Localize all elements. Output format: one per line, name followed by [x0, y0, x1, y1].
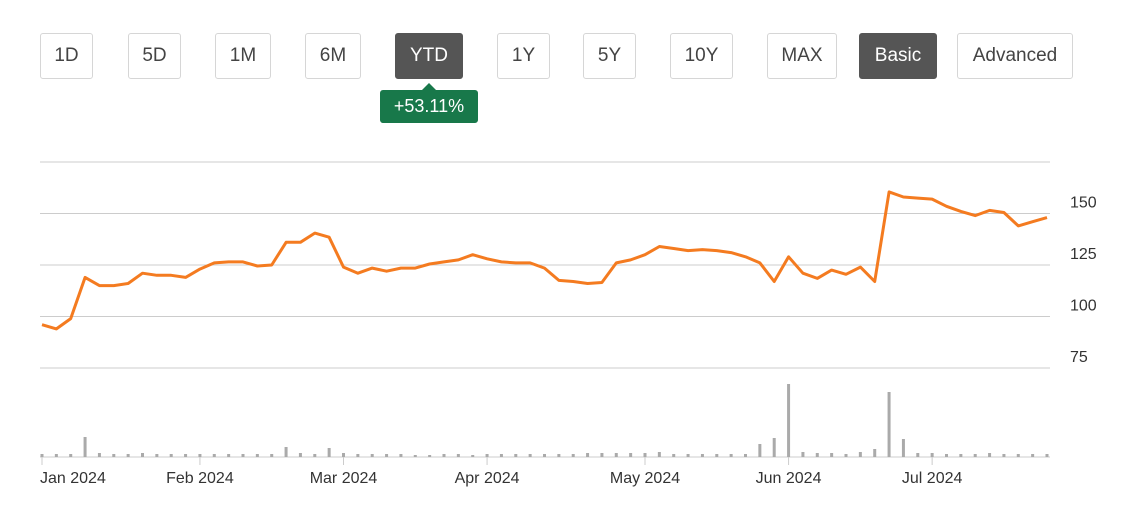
volume-bar	[112, 454, 116, 457]
y-tick-label: 100	[1070, 298, 1097, 315]
volume-bar	[313, 454, 317, 457]
range-button[interactable]: Basic	[859, 33, 937, 79]
volume-bar	[930, 453, 934, 457]
volume-bar	[428, 455, 432, 457]
x-tick-label: Jan 2024	[40, 470, 106, 487]
volume-bar	[715, 454, 719, 457]
volume-bar	[959, 454, 963, 457]
range-button[interactable]: YTD	[395, 33, 463, 79]
volume-bar	[830, 453, 834, 457]
volume-bar	[586, 453, 590, 457]
volume-bar	[1031, 454, 1035, 457]
volume-bar	[399, 454, 403, 457]
volume-bar	[342, 453, 345, 457]
volume-bar	[1016, 454, 1020, 457]
volume-bar	[456, 454, 460, 457]
volume-bar	[155, 454, 159, 457]
volume-bar	[744, 454, 747, 457]
volume-bar	[241, 454, 245, 457]
range-button[interactable]: MAX	[767, 33, 837, 79]
volume-bar	[815, 453, 819, 457]
y-tick-label: 150	[1070, 195, 1097, 212]
volume-bar	[973, 454, 977, 457]
range-button[interactable]: 5D	[128, 33, 181, 79]
price-line	[41, 190, 1048, 331]
volume-bar	[988, 453, 992, 457]
range-button[interactable]: 10Y	[670, 33, 733, 79]
volume-bar	[356, 454, 360, 457]
volume-bar	[514, 454, 518, 457]
volume-bar	[629, 453, 633, 457]
volume-bar	[471, 455, 475, 457]
volume-bar	[700, 454, 704, 457]
volume-bar	[69, 454, 73, 457]
volume-bar	[385, 454, 389, 457]
volume-bar	[887, 392, 891, 457]
volume-bar	[643, 453, 647, 457]
volume-bar	[169, 454, 173, 457]
x-tick-label: Feb 2024	[166, 470, 234, 487]
volume-bar	[945, 454, 948, 457]
volume-bar	[1045, 454, 1049, 457]
volume-bar	[758, 444, 762, 457]
x-tick-label: Jul 2024	[902, 470, 963, 487]
x-tick-label: Apr 2024	[455, 470, 520, 487]
change-badge: +53.11%	[380, 83, 478, 123]
volume-bar	[801, 452, 805, 457]
volume-bar	[40, 454, 44, 457]
volume-bar	[83, 437, 87, 457]
volume-bar	[772, 438, 776, 457]
x-tick-label: May 2024	[610, 470, 680, 487]
x-tick-label: Jun 2024	[756, 470, 822, 487]
volume-bar	[270, 454, 274, 457]
volume-bar	[571, 454, 575, 457]
volume-bar	[227, 454, 231, 457]
volume-bar	[901, 439, 905, 457]
volume-bar	[54, 454, 58, 457]
range-button[interactable]: 1Y	[497, 33, 550, 79]
volume-bar	[873, 449, 877, 457]
volume-bar	[485, 454, 489, 457]
range-button[interactable]: 5Y	[583, 33, 636, 79]
volume-bar	[787, 384, 791, 457]
volume-bar	[255, 454, 259, 457]
volume-bar	[212, 454, 216, 457]
volume-bar	[370, 454, 374, 457]
volume-bar	[543, 454, 546, 457]
volume-bar	[844, 454, 848, 457]
range-button[interactable]: 1D	[40, 33, 93, 79]
volume-bar	[657, 452, 661, 457]
volume-bar	[528, 454, 532, 457]
volume-bar	[413, 455, 417, 457]
volume-bar	[97, 453, 101, 457]
volume-bar	[298, 453, 302, 457]
range-button[interactable]: 6M	[305, 33, 361, 79]
volume-bar	[442, 454, 446, 457]
volume-bar	[126, 454, 130, 457]
range-button[interactable]: Advanced	[957, 33, 1073, 79]
volume-bar	[729, 454, 733, 457]
volume-bar	[600, 453, 604, 457]
volume-bar	[672, 454, 676, 457]
volume-bar	[614, 453, 618, 457]
volume-bar	[916, 453, 920, 457]
volume-bar	[499, 454, 503, 457]
volume-bar	[198, 454, 202, 457]
volume-bar	[327, 448, 331, 457]
volume-bar	[858, 452, 862, 457]
volume-bar	[557, 454, 561, 457]
volume-bar	[284, 447, 288, 457]
volume-bar	[686, 454, 690, 457]
x-tick-label: Mar 2024	[310, 470, 378, 487]
volume-bar	[1002, 454, 1006, 457]
volume-bar	[141, 453, 144, 457]
y-tick-label: 125	[1070, 246, 1097, 263]
y-tick-label: 75	[1070, 349, 1088, 366]
volume-bar	[184, 454, 188, 457]
range-button[interactable]: 1M	[215, 33, 271, 79]
